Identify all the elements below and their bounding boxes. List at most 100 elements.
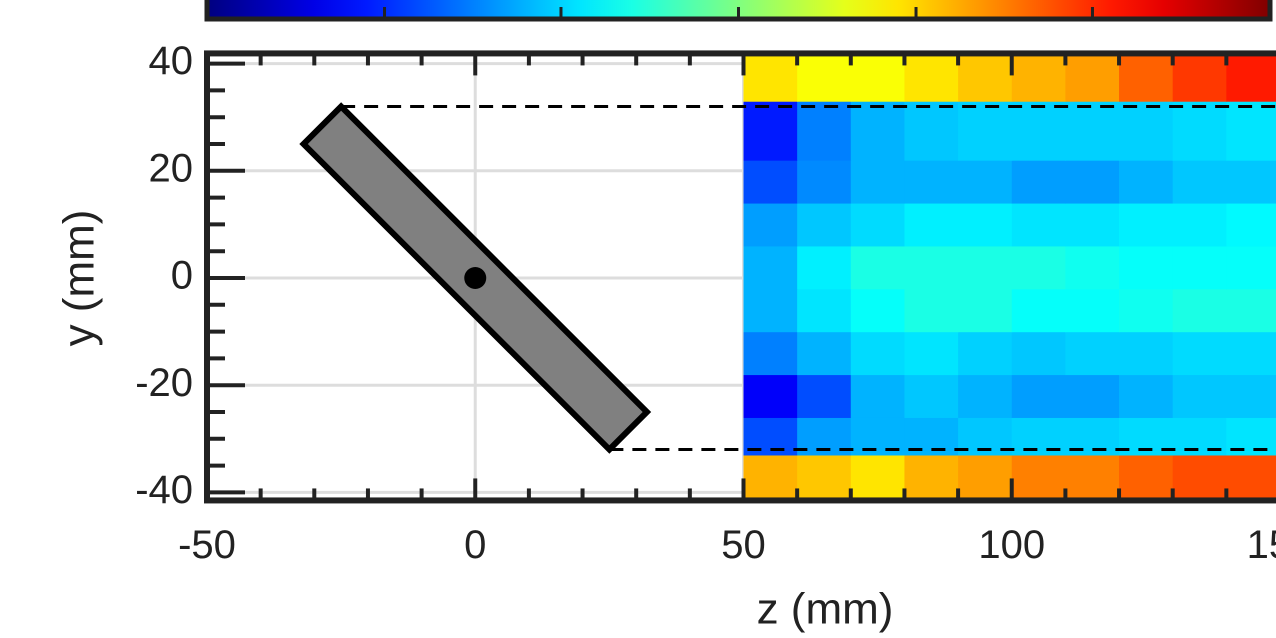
heatmap-cell: [1011, 53, 1066, 102]
x-axis-label: z (mm): [757, 585, 894, 634]
heatmap-cell: [743, 160, 798, 204]
heatmap-cell: [958, 331, 1013, 376]
heatmap-cell: [1065, 288, 1120, 333]
x-tick-label: -50: [178, 523, 236, 567]
heatmap-cell: [958, 101, 1013, 161]
heatmap-cell: [904, 454, 959, 501]
heatmap-cell: [743, 53, 798, 102]
heatmap-cell: [797, 331, 852, 376]
heatmap-cell: [797, 374, 852, 418]
heatmap-cell: [958, 160, 1013, 204]
heatmap-cell: [904, 331, 959, 376]
heatmap-cell: [743, 101, 798, 161]
heatmap-cell: [958, 53, 1013, 102]
heatmap-cell: [1119, 53, 1174, 102]
heatmap-cell: [1226, 202, 1276, 247]
heatmap-cell: [1119, 454, 1174, 501]
heatmap-cell: [1065, 202, 1120, 247]
heatmap-cell: [797, 288, 852, 333]
heatmap-cell: [1119, 331, 1174, 376]
heatmap-cell: [958, 245, 1013, 290]
x-tick-label: 50: [721, 523, 766, 567]
heatmap-cell: [1226, 288, 1276, 333]
heatmap-cell: [850, 202, 906, 247]
y-axis-label: y (mm): [55, 210, 104, 347]
heatmap-cell: [797, 454, 852, 501]
y-tick-label: 20: [149, 146, 194, 190]
heatmap-cell: [1011, 245, 1066, 290]
heatmap-cell: [1065, 245, 1120, 290]
heatmap-cell: [1119, 245, 1174, 290]
heatmap-cell: [904, 53, 959, 102]
heatmap-cell: [1065, 160, 1120, 204]
heatmap-cell: [1065, 454, 1120, 501]
heatmap-cell: [1011, 288, 1066, 333]
heatmap-cell: [743, 331, 798, 376]
heatmap-cell: [1172, 53, 1227, 102]
heatmap-cell: [743, 454, 798, 501]
heatmap-cell: [1172, 331, 1227, 376]
heatmap-cell: [904, 202, 959, 247]
heatmap-cell: [958, 202, 1013, 247]
heatmap-cell: [850, 374, 906, 418]
heatmap-cell: [1172, 454, 1227, 501]
plot-area: [207, 53, 1276, 501]
heatmap-cell: [1011, 202, 1066, 247]
heatmap-cell: [797, 53, 852, 102]
heatmap-cell: [904, 160, 959, 204]
heatmap-cell: [1011, 331, 1066, 376]
heatmap-cell: [1172, 245, 1227, 290]
heatmap-cell: [797, 202, 852, 247]
heatmap-cell: [850, 288, 906, 333]
y-tick-label: 40: [149, 39, 194, 83]
heatmap-cell: [958, 288, 1013, 333]
heatmap-cell: [1011, 101, 1066, 161]
heatmap-cell: [1226, 53, 1276, 102]
heatmap-cell: [797, 101, 852, 161]
heatmap-cell: [743, 288, 798, 333]
heatmap-cell: [1119, 202, 1174, 247]
heatmap-cell: [1119, 374, 1174, 418]
heatmap-cell: [850, 53, 906, 102]
x-tick-label: 150: [1247, 523, 1276, 567]
x-tick-label: 100: [978, 523, 1045, 567]
heatmap-cell: [1172, 101, 1227, 161]
heatmap-cell: [1065, 374, 1120, 418]
heatmap-cell: [1172, 202, 1227, 247]
heatmap-cell: [1226, 454, 1276, 501]
heatmap-cell: [904, 101, 959, 161]
heatmap-cell: [958, 374, 1013, 418]
heatmap-cell: [850, 454, 906, 501]
heatmap-cell: [1011, 374, 1066, 418]
x-tick-label: 0: [464, 523, 486, 567]
heatmap-cell: [850, 331, 906, 376]
heatmap-cell: [1226, 160, 1276, 204]
y-tick-label: 0: [171, 254, 193, 298]
heatmap-cell: [1172, 374, 1227, 418]
heatmap-cell: [1226, 101, 1276, 161]
heatmap-cell: [743, 202, 798, 247]
y-tick-label: -40: [135, 468, 193, 512]
heatmap-cell: [1226, 331, 1276, 376]
axes-frame: [204, 50, 1276, 504]
pivot: [464, 267, 487, 289]
heatmap-cell: [743, 245, 798, 290]
heatmap-cell: [743, 374, 798, 418]
heatmap-cell: [797, 245, 852, 290]
heatmap-cell: [850, 101, 906, 161]
heatmap-cell: [904, 374, 959, 418]
heatmap-cell: [904, 245, 959, 290]
heatmap-cell: [850, 245, 906, 290]
heatmap-cell: [1226, 245, 1276, 290]
heatmap-cell: [1172, 160, 1227, 204]
heatmap-cell: [1119, 160, 1174, 204]
heatmap-cell: [904, 288, 959, 333]
heatmap-cell: [1011, 160, 1066, 204]
heatmap-cell: [1119, 101, 1174, 161]
heatmap-cell: [1065, 53, 1120, 102]
heatmap-cell: [1065, 101, 1120, 161]
heatmap-cell: [1119, 288, 1174, 333]
heatmap-cell: [850, 160, 906, 204]
heatmap-cell: [797, 160, 852, 204]
